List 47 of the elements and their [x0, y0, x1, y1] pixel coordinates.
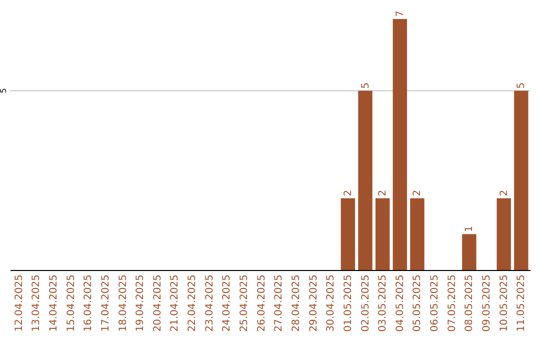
x-tick-label: 22.04.2025 [187, 274, 198, 332]
x-tick-label: 02.05.2025 [360, 274, 372, 332]
bar [375, 198, 390, 270]
x-tick-label: 15.04.2025 [66, 274, 77, 332]
x-tick-label: 12.04.2025 [14, 274, 25, 332]
x-tick-label: 20.04.2025 [152, 274, 164, 332]
x-tick-label: 01.05.2025 [342, 274, 354, 332]
x-tick-label: 06.05.2025 [430, 274, 441, 332]
x-tick-label: 11.05.2025 [516, 274, 528, 332]
x-tick-label: 19.04.2025 [135, 274, 146, 332]
x-tick-label: 09.05.2025 [482, 274, 493, 332]
data-label: 7 [394, 10, 406, 17]
x-tick-label: 26.04.2025 [256, 274, 268, 332]
x-tick-label: 05.05.2025 [412, 274, 424, 332]
x-tick-label: 23.04.2025 [204, 274, 216, 332]
bar [410, 198, 424, 270]
x-tick-label: 04.05.2025 [394, 274, 406, 332]
x-tick-label: 10.05.2025 [498, 274, 510, 332]
x-tick-label: 21.04.2025 [170, 274, 181, 332]
bar [496, 198, 511, 270]
bar [514, 90, 528, 270]
x-tick-label: 17.04.2025 [100, 274, 112, 332]
x-tick-label: 03.05.2025 [378, 274, 389, 332]
x-tick-label: 27.04.2025 [274, 274, 285, 332]
x-tick-label: 14.04.2025 [48, 274, 60, 332]
data-label: 2 [498, 190, 510, 196]
bar [392, 19, 408, 270]
data-label: 1 [464, 226, 476, 232]
x-tick-label: 13.04.2025 [31, 274, 42, 332]
bar [358, 90, 372, 270]
bar [340, 198, 356, 270]
x-tick-label: 28.04.2025 [290, 274, 302, 332]
x-tick-label: 07.05.2025 [446, 274, 458, 332]
x-tick-label: 24.04.2025 [222, 274, 233, 332]
data-label: 2 [412, 190, 424, 196]
x-tick-label: 30.04.2025 [326, 274, 337, 332]
ref-line-label: 5 [0, 88, 8, 94]
data-label: 5 [360, 82, 372, 89]
x-tick-label: 08.05.2025 [464, 274, 476, 332]
bar [462, 234, 476, 270]
x-tick-label: 25.04.2025 [239, 274, 250, 332]
data-label: 2 [342, 190, 354, 196]
x-tick-label: 16.04.2025 [83, 274, 94, 332]
data-label: 5 [516, 82, 528, 89]
x-tick-label: 29.04.2025 [308, 274, 320, 332]
x-tick-label: 18.04.2025 [118, 274, 129, 332]
data-label: 2 [378, 190, 389, 196]
